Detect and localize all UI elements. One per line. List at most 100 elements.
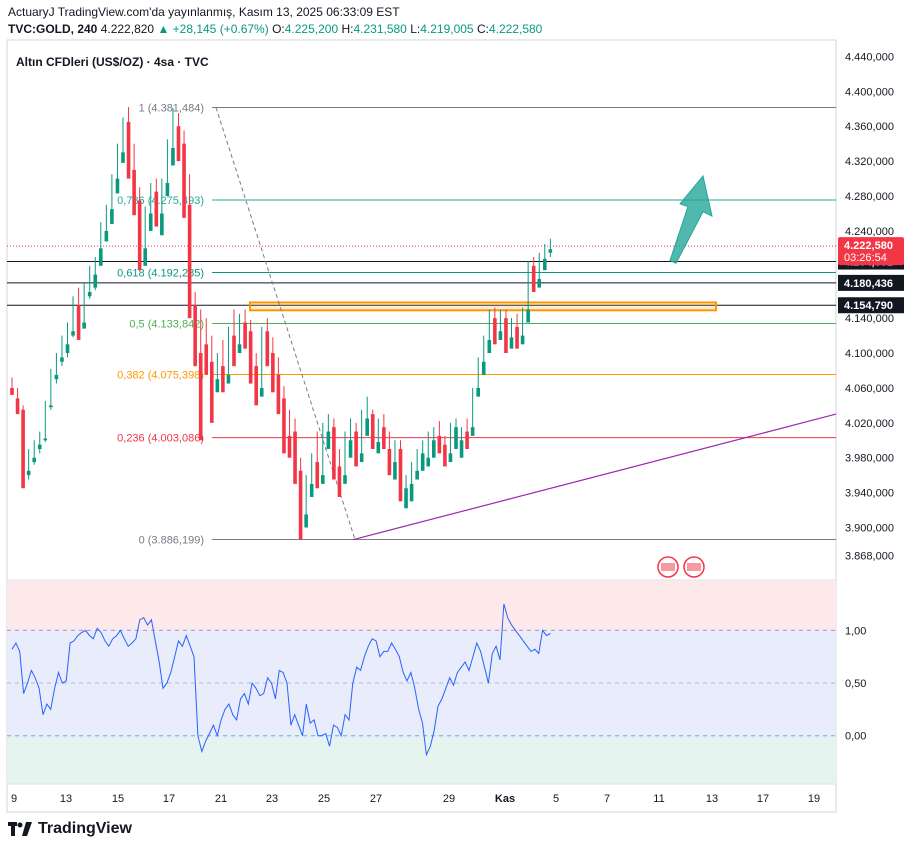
- candle-body: [370, 414, 375, 449]
- time-tick-label: 9: [11, 793, 17, 805]
- rising-trendline: [352, 413, 837, 541]
- tradingview-logo[interactable]: TradingView: [8, 820, 132, 838]
- high-label: H:: [341, 22, 354, 36]
- candle-body: [248, 331, 253, 384]
- candle-body: [420, 453, 425, 471]
- candle-body: [254, 366, 258, 406]
- price-change: ▲ +28,145 (+0.67%): [157, 22, 269, 36]
- price-tick-label: 4.360,000: [845, 121, 894, 133]
- tradingview-brand: TradingView: [38, 820, 132, 837]
- us-flag-icon: [687, 563, 701, 571]
- supply-zone-rectangle: [249, 301, 717, 312]
- candle-body: [354, 431, 358, 467]
- time-tick-label: 11: [653, 793, 664, 805]
- price-tick-label: 3.900,000: [845, 522, 894, 534]
- candle-body: [60, 357, 64, 362]
- candle-body: [343, 475, 347, 484]
- candle-body: [437, 435, 442, 454]
- candle-body: [87, 291, 92, 297]
- rsi-indicator: 1,00 0,50 0,00: [7, 603, 866, 757]
- time-tick-label: 15: [112, 793, 124, 805]
- candle-body: [93, 274, 98, 288]
- candle-body: [520, 335, 525, 345]
- candle-body: [115, 178, 120, 194]
- price-tick-label: 3.980,000: [845, 453, 894, 465]
- candle-body: [121, 152, 125, 163]
- price-axis[interactable]: 4.440,000 4.400,000 4.360,000 4.320,000 4.28…: [845, 51, 894, 562]
- time-tick-label: 23: [266, 793, 278, 805]
- price-tick-label: 3.940,000: [845, 488, 894, 500]
- candle-body: [465, 431, 469, 449]
- candle-body: [43, 438, 48, 441]
- candle-body: [487, 339, 492, 354]
- time-tick-label: 13: [706, 793, 718, 805]
- time-tick-label: 25: [318, 793, 330, 805]
- time-tick-label: 5: [553, 793, 559, 805]
- candle-body: [171, 148, 175, 166]
- candle-body: [504, 318, 508, 354]
- last-price: 4.222,820: [100, 22, 155, 36]
- candles: [10, 107, 553, 540]
- current-price-tag: [838, 237, 904, 266]
- time-tick-label: 21: [215, 793, 227, 805]
- close-value: 4.222,580: [488, 22, 543, 36]
- price-tick-label: 4.280,000: [845, 191, 894, 203]
- symbol-header: TVC:GOLD, 240 4.222,820 ▲ +28,145 (+0.67…: [8, 22, 542, 36]
- candle-body: [137, 200, 142, 271]
- candle-body: [398, 448, 403, 502]
- symbol-name[interactable]: TVC:GOLD, 240: [8, 22, 98, 36]
- price-tick-label: 4.020,000: [845, 418, 894, 430]
- candle-body: [359, 453, 364, 463]
- candle-body: [193, 305, 197, 367]
- candle-body: [54, 374, 59, 380]
- candle-body: [515, 326, 519, 349]
- candle-body: [176, 126, 181, 162]
- horizontal-level-tag: [838, 274, 904, 291]
- candle-body: [26, 470, 31, 476]
- candle-body: [49, 405, 53, 408]
- time-tick-label: 13: [60, 793, 72, 805]
- candle-body: [376, 442, 381, 454]
- fib-retracement[interactable]: 1 (4.381,484)0,786 (4.275,493)0,618 (4.1…: [117, 103, 836, 547]
- rsi-line: [11, 603, 551, 757]
- time-tick-label: 17: [757, 793, 769, 805]
- candle-body: [154, 191, 159, 227]
- current-price-countdown: 03:26:54: [844, 252, 887, 264]
- candle-body: [443, 444, 447, 467]
- candle-body: [132, 169, 136, 216]
- time-tick-label: 29: [443, 793, 455, 805]
- candle-body: [404, 488, 408, 509]
- candle-body: [10, 387, 14, 395]
- candle-body: [459, 440, 464, 458]
- rsi-tick-label: 0,00: [845, 731, 866, 743]
- time-tick-label: 7: [604, 793, 610, 805]
- plot-border: [6, 39, 837, 813]
- candle-body: [232, 335, 236, 367]
- candle-body: [271, 353, 275, 393]
- candle-body: [332, 427, 336, 480]
- candle-body: [493, 318, 497, 345]
- candle-body: [454, 427, 458, 449]
- candle-body: [509, 337, 514, 349]
- candle-body: [198, 353, 203, 441]
- time-axis[interactable]: 9 13 15 17 21 23 25 27 29 Kas 5 7 11 13 17 19: [11, 793, 820, 805]
- drawings[interactable]: [215, 107, 837, 578]
- candle-body: [82, 322, 86, 329]
- close-label: C:: [476, 22, 489, 36]
- candle-body: [243, 322, 247, 349]
- fib-level-label: 0,618 (4.192,285): [117, 268, 204, 280]
- time-tick-label: Kas: [495, 793, 515, 805]
- candle-body: [221, 366, 225, 393]
- publisher-line: ActuaryJ TradingView.com'da yayınlanmış,…: [8, 5, 400, 19]
- support-resistance-lines[interactable]: 4.204,8814.180,4364.154,7904.222,58003:2…: [7, 237, 904, 314]
- candle-body: [37, 444, 42, 449]
- candle-body: [498, 331, 503, 340]
- candle-body: [65, 344, 70, 354]
- fib-swing-line: [215, 107, 356, 540]
- price-tick-label: 3.868,000: [845, 550, 894, 562]
- price-tick-label: 4.060,000: [845, 383, 894, 395]
- current-price-label: 4.222,580: [844, 240, 893, 252]
- candle-body: [21, 409, 25, 489]
- candle-body: [259, 387, 264, 397]
